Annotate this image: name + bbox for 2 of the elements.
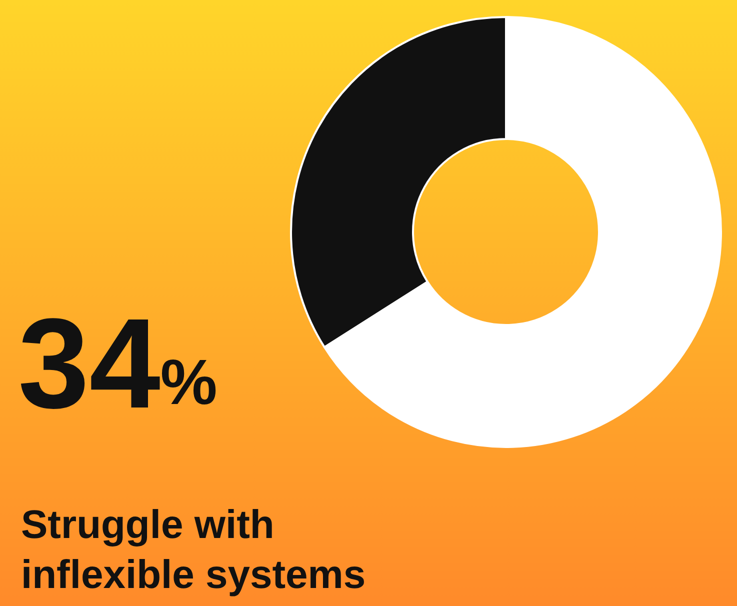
data-label: 34% bbox=[18, 292, 218, 436]
text: Struggle with inflexible systems bbox=[21, 503, 366, 597]
